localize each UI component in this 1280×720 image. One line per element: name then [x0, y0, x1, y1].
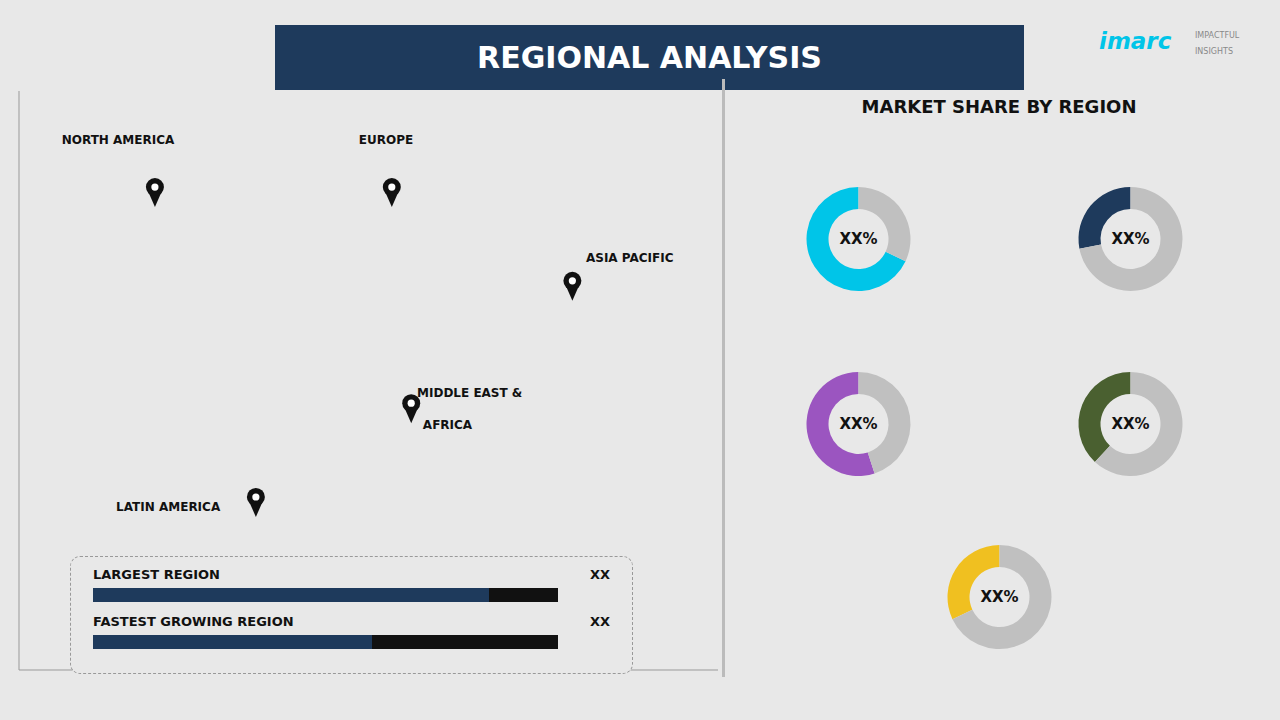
svg-text:XX%: XX%	[1111, 230, 1149, 248]
svg-text:NORTH AMERICA: NORTH AMERICA	[62, 133, 175, 147]
html-text:XX: XX	[590, 567, 610, 582]
html-text:MARKET SHARE BY REGION: MARKET SHARE BY REGION	[861, 96, 1137, 117]
svg-text:XX%: XX%	[839, 230, 877, 248]
html-text:REGIONAL ANALYSIS: REGIONAL ANALYSIS	[477, 40, 822, 75]
svg-text:XX%: XX%	[980, 588, 1018, 606]
html-text:FASTEST GROWING REGION: FASTEST GROWING REGION	[93, 614, 294, 629]
html-text:IMPACTFUL: IMPACTFUL	[1195, 31, 1240, 40]
svg-text:EUROPE: EUROPE	[359, 133, 413, 147]
html-text:LARGEST REGION: LARGEST REGION	[93, 567, 220, 582]
svg-text:LATIN AMERICA: LATIN AMERICA	[116, 500, 221, 514]
html-text:INSIGHTS: INSIGHTS	[1195, 47, 1233, 56]
svg-text:MIDDLE EAST &: MIDDLE EAST &	[417, 386, 522, 400]
svg-text:ASIA PACIFIC: ASIA PACIFIC	[586, 251, 674, 265]
svg-text:XX%: XX%	[1111, 415, 1149, 433]
svg-text:XX%: XX%	[839, 415, 877, 433]
html-text:imarc: imarc	[1099, 28, 1172, 54]
svg-text:AFRICA: AFRICA	[423, 418, 473, 432]
html-text:XX: XX	[590, 614, 610, 629]
